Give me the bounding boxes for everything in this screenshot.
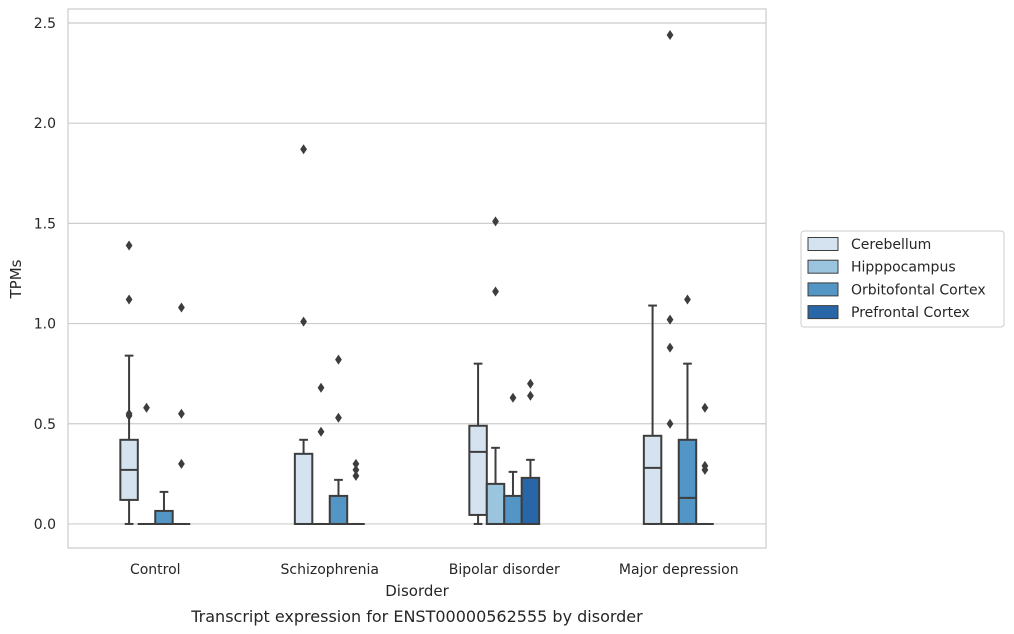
legend-label: Prefrontal Cortex (851, 305, 970, 321)
x-tick-labels: Control Schizophrenia Bipolar disorder Majo… (130, 562, 739, 578)
box-3-3 (696, 402, 714, 525)
outlier-point (492, 286, 499, 297)
box-body (293, 452, 314, 525)
legend-swatch (807, 259, 839, 274)
box-2-0 (468, 362, 488, 525)
outlier-point (125, 294, 133, 305)
outlier-point (492, 216, 499, 227)
outlier-point (317, 426, 325, 437)
outlier-point (352, 470, 360, 481)
y-tick-label: 2.5 (34, 16, 56, 32)
box-1-1 (312, 382, 330, 525)
legend-label: Hipppocampus (851, 260, 956, 276)
box-2-2 (503, 392, 523, 525)
outlier-point (300, 316, 307, 327)
outlier-point (352, 458, 360, 469)
legend-label: Cerebellum (851, 237, 931, 253)
outlier-point (178, 302, 185, 313)
outlier-point (684, 294, 691, 305)
box-body (468, 424, 488, 516)
y-axis-label: TPMs (7, 259, 25, 299)
legend-item: Cerebellum (807, 237, 931, 253)
box-0-3 (172, 302, 191, 525)
box-3-2 (677, 294, 698, 525)
y-tick-label: 1.0 (34, 317, 56, 333)
box-body (154, 509, 174, 525)
outlier-point (335, 412, 342, 423)
legend-item: Orbitofontal Cortex (807, 282, 986, 298)
box-body (503, 494, 523, 525)
box-body (677, 438, 698, 525)
outlier-point (527, 390, 534, 401)
y-tick-label: 0.5 (34, 417, 56, 433)
box-2-1 (485, 216, 506, 525)
box-0-1 (137, 402, 156, 525)
box-body (485, 482, 506, 525)
x-tick-label: Schizophrenia (281, 562, 379, 578)
outlier-point (509, 392, 517, 403)
outlier-point (666, 314, 674, 325)
legend: Cerebellum Hipppocampus Orbitofontal Corte… (800, 230, 1005, 328)
x-tick-label: Major depression (619, 562, 739, 578)
outlier-point (666, 418, 674, 429)
legend-swatch (807, 305, 839, 320)
box-body (520, 476, 541, 525)
y-tick-label: 0.0 (34, 517, 56, 533)
box-0-2 (154, 490, 174, 525)
box-body (328, 494, 349, 525)
chart-caption: Transcript expression for ENST0000056255… (190, 607, 643, 626)
outlier-point (178, 458, 185, 469)
outlier-point (701, 402, 709, 413)
outlier-point (300, 144, 307, 155)
box-3-0 (642, 304, 663, 525)
outlier-point (335, 354, 342, 365)
box-1-3 (347, 458, 365, 525)
outlier-point (666, 342, 674, 353)
box-1-2 (328, 354, 349, 525)
y-tick-label: 2.0 (34, 116, 56, 132)
outlier-point (178, 408, 185, 419)
x-tick-label: Control (130, 562, 181, 578)
y-tick-labels: 0.0 0.5 1.0 1.5 2.0 2.5 (34, 16, 56, 533)
outlier-point (125, 410, 133, 421)
legend-swatch (807, 237, 839, 251)
x-tick-label: Bipolar disorder (449, 562, 560, 578)
boxes (119, 30, 714, 525)
outlier-point (125, 240, 133, 251)
outlier-point (317, 382, 325, 393)
x-axis-label: Disorder (385, 582, 449, 600)
box-3-1 (661, 30, 679, 525)
box-body (642, 434, 663, 525)
box-0-0 (119, 240, 139, 525)
box-2-3 (520, 378, 541, 525)
legend-item: Hipppocampus (807, 259, 956, 276)
outlier-point (143, 402, 150, 413)
box-1-0 (293, 144, 314, 525)
outlier-point (666, 30, 674, 41)
legend-label: Orbitofontal Cortex (851, 282, 986, 298)
outlier-point (701, 464, 709, 475)
legend-frame (800, 230, 1005, 328)
legend-swatch (807, 282, 839, 297)
legend-item: Prefrontal Cortex (807, 305, 970, 321)
outlier-point (352, 464, 360, 475)
plot-frame (67, 8, 767, 549)
outlier-point (527, 378, 534, 389)
y-tick-label: 1.5 (34, 216, 56, 232)
